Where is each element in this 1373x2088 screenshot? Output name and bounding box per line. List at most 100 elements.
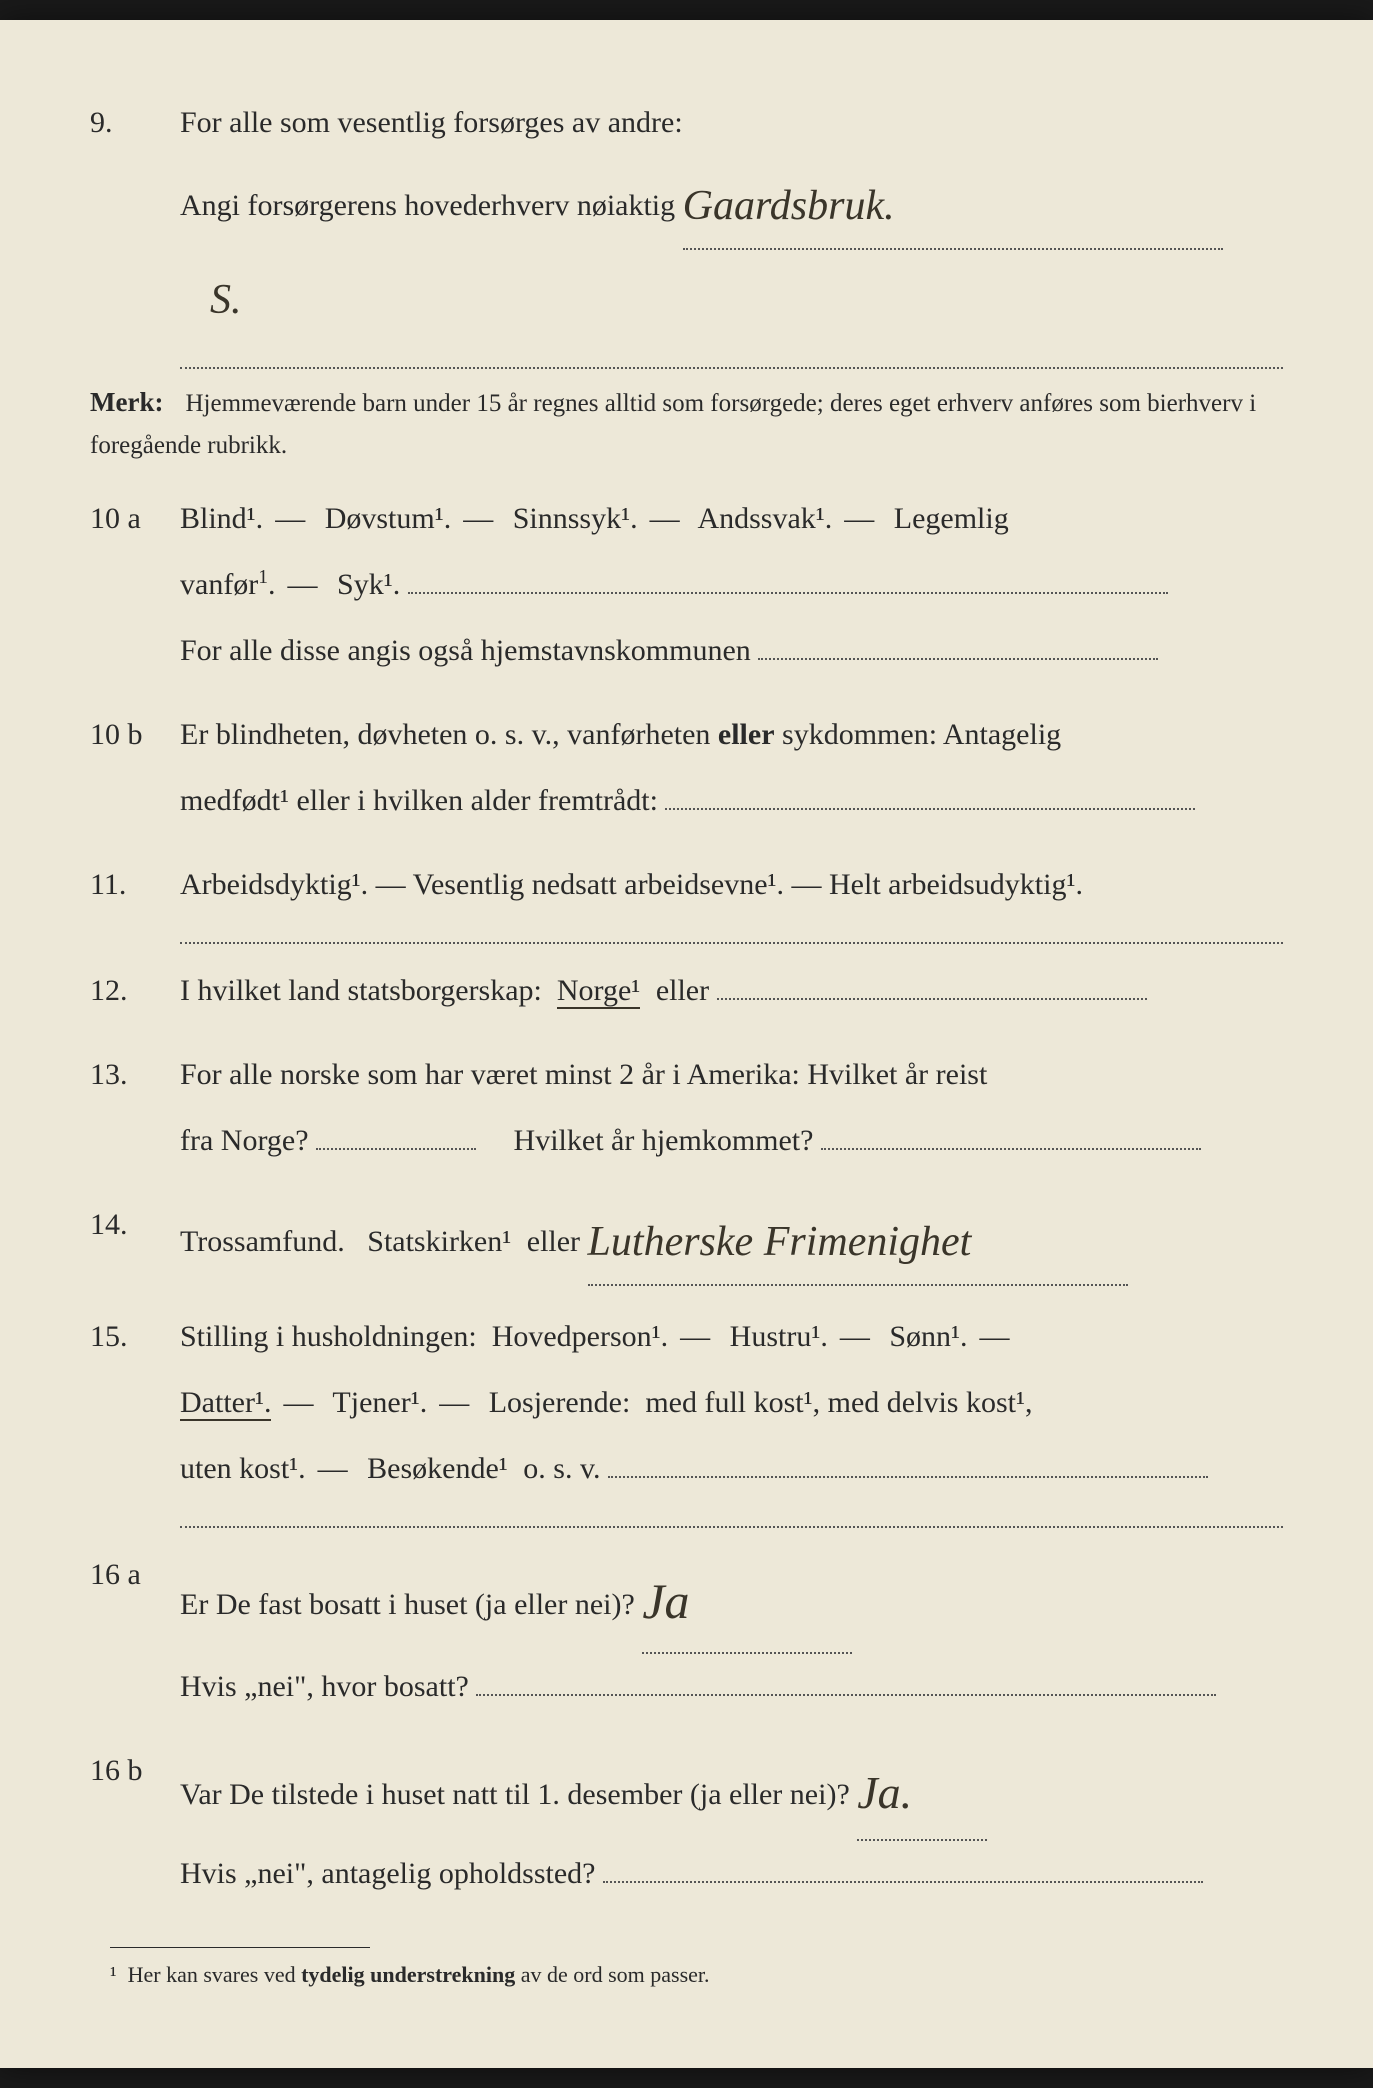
q10a-line3-wrap: For alle disse angis også hjemstavnskomm… [180,618,1283,684]
q10a-number: 10 a [90,486,180,684]
footnote: ¹ Her kan svares ved tydelig understrekn… [110,1947,710,1988]
q15-hustru: Hustru¹. [730,1320,828,1353]
q10a-fill [408,592,1168,594]
q16b-number: 16 b [90,1738,180,1907]
q15-line3: uten kost¹.— Besøkende¹ o. s. v. [180,1436,1283,1502]
q16a-number: 16 a [90,1542,180,1720]
footnote-marker: ¹ [110,1962,117,1987]
footnote-text-2: av de ord som passer. [515,1962,709,1987]
q11-opt3: Helt arbeidsudyktig¹. [829,868,1083,901]
q15-besokende: Besøkende¹ [367,1452,508,1485]
q14-fill: Lutherske Frimenighet [588,1192,1128,1286]
q10a-fill2 [758,658,1158,660]
q10a-opt-dovstum: Døvstum¹. [325,502,452,535]
q16b-fill2 [603,1881,1203,1883]
q9-content: For alle som vesentlig forsørges av andr… [180,90,1283,343]
q11-opt2: Vesentlig nedsatt arbeidsevne¹. [413,868,784,901]
q13-fill2 [821,1148,1201,1150]
question-10b: 10 b Er blindheten, døvheten o. s. v., v… [90,702,1283,834]
q13-fill1 [316,1148,476,1150]
merk-note: Merk: Hjemmeværende barn under 15 år reg… [90,383,1283,468]
q12-or: eller [656,974,709,1007]
q15-hovedperson: Hovedperson¹. [492,1320,668,1353]
q10b-content: Er blindheten, døvheten o. s. v., vanfør… [180,702,1283,834]
q16b-handwritten: Ja. [857,1767,912,1818]
q14-statskirken: Statskirken¹ [367,1225,511,1258]
question-16a: 16 a Er De fast bosatt i huset (ja eller… [90,1542,1283,1720]
q10a-options-line1: Blind¹.— Døvstum¹.— Sinnssyk¹.— Andssvak… [180,486,1283,552]
q15-prefix: Stilling i husholdningen: [180,1320,477,1353]
separator-after-11 [180,942,1283,944]
q11-number: 11. [90,852,180,918]
question-11: 11. Arbeidsdyktig¹. — Vesentlig nedsatt … [90,852,1283,918]
q16b-content: Var De tilstede i huset natt til 1. dese… [180,1738,1283,1907]
q10b-prefix: medfødt¹ eller i hvilken alder fremtrådt… [180,784,658,817]
q10a-opt-sinnssyk: Sinnssyk¹. [513,502,638,535]
q16a-content: Er De fast bosatt i huset (ja eller nei)… [180,1542,1283,1720]
q10b-number: 10 b [90,702,180,834]
merk-label: Merk: [90,387,163,417]
question-9: 9. For alle som vesentlig forsørges av a… [90,90,1283,343]
q13-fra-norge: fra Norge? [180,1124,309,1157]
q16b-fill: Ja. [857,1738,987,1841]
question-10a: 10 a Blind¹.— Døvstum¹.— Sinnssyk¹.— And… [90,486,1283,684]
footnote-bold: tydelig understrekning [301,1962,515,1987]
q13-hjemkommet: Hvilket år hjemkommet? [514,1124,814,1157]
q10a-options-line2: vanfør1.— Syk¹. [180,552,1283,618]
q10a-line3: For alle disse angis også hjemstavnskomm… [180,634,751,667]
q9-line1: For alle som vesentlig forsørges av andr… [180,90,1283,156]
q10a-opt-andssvak: Andssvak¹. [697,502,832,535]
q15-delvis-kost: med delvis kost¹, [828,1386,1033,1419]
q10a-content: Blind¹.— Døvstum¹.— Sinnssyk¹.— Andssvak… [180,486,1283,684]
q13-line1: For alle norske som har været minst 2 år… [180,1042,1283,1108]
q16a-line2-wrap: Hvis „nei", hvor bosatt? [180,1654,1283,1720]
q14-number: 14. [90,1192,180,1286]
q11-opt1: Arbeidsdyktig¹. [180,868,368,901]
footnote-rule [110,1947,370,1948]
separator-after-9 [180,367,1283,369]
q12-fill [717,998,1147,1000]
question-16b: 16 b Var De tilstede i huset natt til 1.… [90,1738,1283,1907]
q15-osv: o. s. v. [523,1452,600,1485]
q15-losjerende: Losjerende: [489,1386,631,1419]
q9-number: 9. [90,90,180,343]
question-15: 15. Stilling i husholdningen: Hovedperso… [90,1304,1283,1502]
q11-content: Arbeidsdyktig¹. — Vesentlig nedsatt arbe… [180,852,1283,918]
q15-content: Stilling i husholdningen: Hovedperson¹.—… [180,1304,1283,1502]
q16b-line2-wrap: Hvis „nei", antagelig opholdssted? [180,1841,1283,1907]
q16a-q: Er De fast bosatt i huset (ja eller nei)… [180,1588,635,1621]
q16a-handwritten: Ja [642,1573,689,1629]
q15-full-kost: med full kost¹, [645,1386,820,1419]
q9-fill-line: Gaardsbruk. [683,156,1223,250]
q12-content: I hvilket land statsborgerskap: Norge¹ e… [180,958,1283,1024]
separator-after-15 [180,1526,1283,1528]
q15-line2: Datter¹.— Tjener¹.— Losjerende: med full… [180,1370,1283,1436]
q10b-line2: medfødt¹ eller i hvilken alder fremtrådt… [180,768,1283,834]
q16b-line2: Hvis „nei", antagelig opholdssted? [180,1857,596,1890]
q12-norge-underlined: Norge¹ [557,974,640,1009]
q15-line1: Stilling i husholdningen: Hovedperson¹.—… [180,1304,1283,1370]
q13-number: 13. [90,1042,180,1174]
q13-content: For alle norske som har været minst 2 år… [180,1042,1283,1174]
q14-prefix: Trossamfund. [180,1225,345,1258]
q10b-fill [665,808,1195,810]
census-form-page: 9. For alle som vesentlig forsørges av a… [0,20,1373,2068]
q12-prefix: I hvilket land statsborgerskap: [180,974,542,1007]
question-13: 13. For alle norske som har været minst … [90,1042,1283,1174]
q12-number: 12. [90,958,180,1024]
footnote-text-1: Her kan svares ved [128,1962,302,1987]
q15-uten-kost: uten kost¹. [180,1452,306,1485]
question-12: 12. I hvilket land statsborgerskap: Norg… [90,958,1283,1024]
q15-fill [608,1476,1208,1478]
q16b-q: Var De tilstede i huset natt til 1. dese… [180,1778,850,1811]
q9-prefix: Angi forsørgerens hovederhverv nøiaktig [180,189,675,222]
q15-tjener: Tjener¹. [332,1386,427,1419]
q10a-opt-blind: Blind¹. [180,502,263,535]
q10a-opt-syk: Syk¹. [337,568,400,601]
q16a-fill2 [476,1694,1216,1696]
q10b-line1: Er blindheten, døvheten o. s. v., vanfør… [180,702,1283,768]
q10a-opt-legemlig: Legemlig [894,502,1009,535]
q9-line2: Angi forsørgerens hovederhverv nøiaktig … [180,156,1283,343]
q15-datter-underlined: Datter¹. [180,1386,271,1421]
q14-or: eller [527,1225,580,1258]
